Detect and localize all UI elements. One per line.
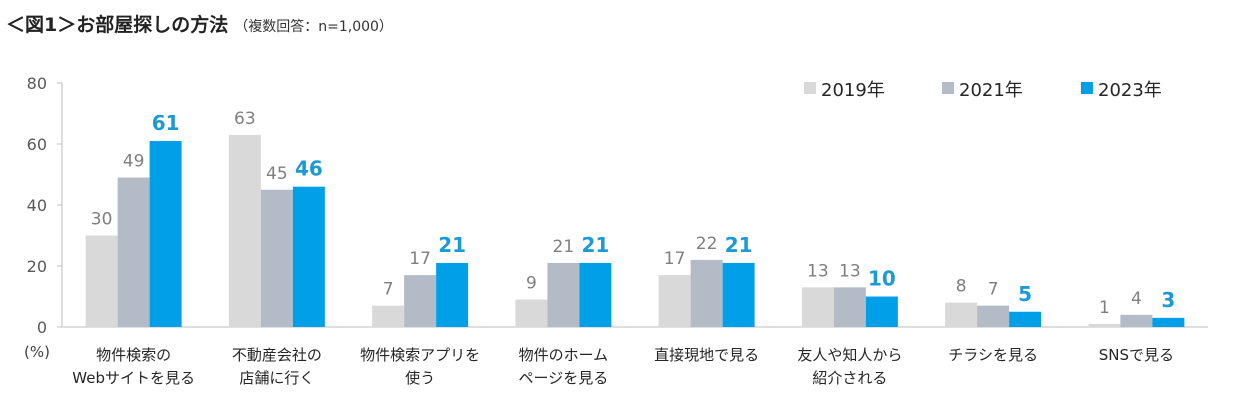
y-tick-label: 20: [27, 257, 47, 276]
category-label: 不動産会社の: [232, 346, 322, 364]
data-label: 7: [988, 280, 999, 300]
bar-2023年-0: [149, 140, 182, 327]
bar-2019年-6: [945, 302, 978, 327]
legend-label: 2019年: [821, 80, 885, 101]
data-label: 9: [526, 274, 537, 294]
bar-2023年-5: [865, 296, 898, 327]
bar-2021年-1: [260, 189, 293, 327]
data-label: 30: [91, 210, 113, 230]
bar-2021年-2: [404, 275, 437, 327]
legend-swatch: [804, 82, 816, 94]
category-label: 物件のホーム: [519, 346, 609, 364]
data-label: 13: [839, 261, 861, 281]
bar-2019年-0: [85, 235, 118, 327]
bar-2023年-7: [1152, 317, 1185, 327]
data-label: 61: [152, 111, 180, 135]
data-label: 4: [1131, 289, 1142, 309]
bar-2021年-4: [690, 259, 723, 327]
data-label: 21: [553, 237, 575, 257]
legend-swatch: [1081, 82, 1093, 94]
category-label: ページを見る: [519, 369, 609, 387]
data-label: 21: [581, 233, 609, 257]
category-label: Webサイトを見る: [72, 369, 195, 387]
data-label: 5: [1018, 282, 1032, 306]
data-label: 13: [807, 261, 829, 281]
data-label: 63: [234, 109, 256, 129]
data-label: 17: [664, 249, 686, 269]
category-label: SNSで見る: [1099, 346, 1174, 364]
chart-legend: 2019年 2021年 2023年: [804, 80, 1162, 101]
bar-2021年-6: [977, 305, 1010, 327]
bar-2023年-1: [292, 186, 325, 327]
bar-2021年-5: [833, 287, 866, 327]
bar-2023年-3: [579, 262, 612, 327]
data-label: 17: [409, 249, 431, 269]
y-tick-label: 40: [27, 196, 47, 215]
data-label: 46: [295, 157, 323, 181]
category-label: 物件検索の: [96, 346, 171, 364]
bar-2019年-4: [658, 275, 691, 327]
chart-title: ＜図1＞お部屋探しの方法 （複数回答：n=1,000）: [6, 10, 393, 37]
legend-label: 2021年: [959, 80, 1023, 101]
chart-title-main: ＜図1＞お部屋探しの方法: [6, 14, 229, 36]
bar-2019年-2: [372, 305, 405, 327]
legend-swatch: [942, 82, 954, 94]
category-label: 店舗に行く: [239, 369, 314, 387]
data-label: 22: [696, 234, 718, 254]
data-label: 10: [868, 267, 896, 291]
data-label: 1: [1099, 298, 1110, 318]
data-label: 8: [956, 277, 967, 297]
category-label: 直接現地で見る: [654, 346, 759, 364]
bar-2019年-5: [801, 287, 834, 327]
chart-subtitle: （複数回答：n=1,000）: [234, 19, 393, 35]
category-label: チラシを見る: [948, 346, 1038, 364]
data-label: 21: [438, 233, 466, 257]
category-label: 使う: [405, 369, 435, 387]
legend-label: 2023年: [1098, 80, 1162, 101]
bar-2021年-3: [547, 262, 580, 327]
data-label: 45: [266, 164, 288, 184]
bar-2023年-6: [1009, 311, 1042, 327]
y-unit-label: (%): [24, 343, 50, 361]
y-tick-label: 80: [27, 74, 47, 93]
bar-2021年-7: [1120, 314, 1153, 327]
chart-bars: [85, 134, 1185, 327]
y-tick-label: 0: [37, 318, 47, 337]
category-label: 物件検索アプリを: [360, 346, 480, 364]
bar-2019年-3: [515, 299, 548, 327]
bar-2019年-7: [1088, 323, 1121, 327]
bar-2023年-2: [436, 262, 469, 327]
data-label: 3: [1161, 288, 1175, 312]
bar-2023年-4: [722, 262, 755, 327]
y-tick-label: 60: [27, 135, 47, 154]
category-label: 友人や知人から: [797, 346, 902, 364]
bar-2019年-1: [228, 134, 261, 327]
data-label: 49: [123, 152, 145, 172]
data-label: 21: [725, 233, 753, 257]
category-label: 紹介される: [812, 369, 887, 387]
bar-2021年-0: [117, 177, 150, 327]
data-label: 7: [383, 280, 394, 300]
